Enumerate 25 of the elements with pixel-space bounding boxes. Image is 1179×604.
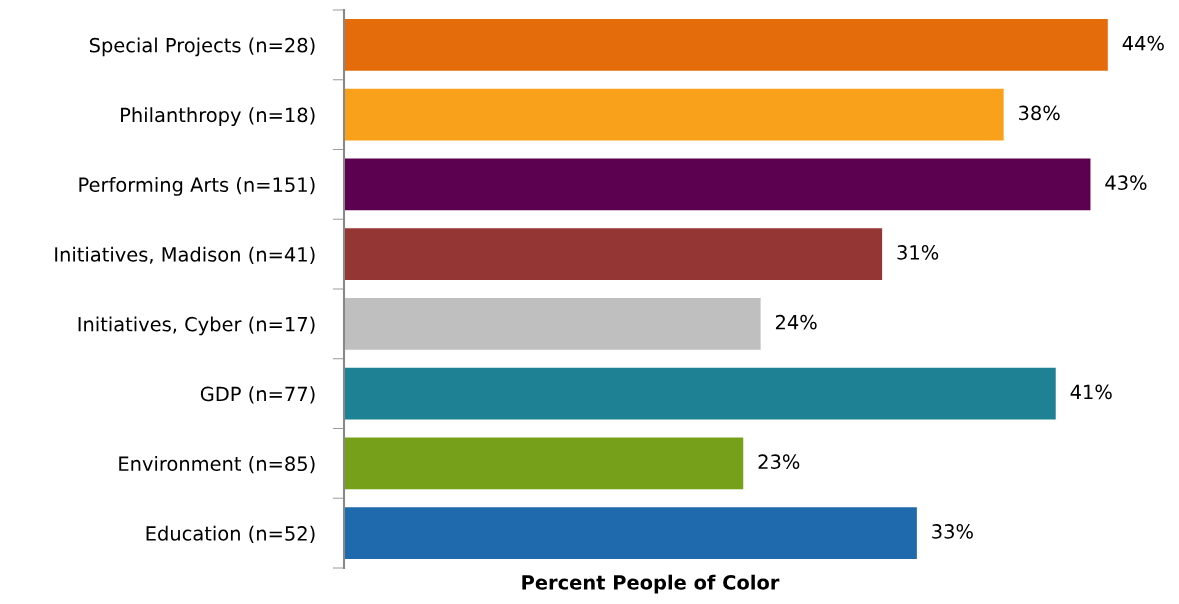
y-tick-label: Environment (n=85) (119, 455, 315, 474)
data-label: 44% (1122, 35, 1164, 51)
data-label: 23% (758, 454, 800, 470)
bar (344, 507, 917, 559)
data-label: 24% (775, 314, 817, 330)
y-tick-label: Philanthropy (n=18) (121, 107, 315, 127)
y-tick-label: Initiatives, Cyber (n=17) (78, 316, 315, 336)
data-label: 43% (1105, 175, 1147, 191)
bar (344, 19, 1108, 71)
y-tick-label: Initiatives, Madison (n=41) (55, 246, 315, 265)
y-tick-label: GDP (n=77) (200, 386, 315, 404)
bar (344, 88, 1004, 141)
y-tick-label: Education (n=52) (146, 525, 315, 544)
data-label: 41% (1070, 384, 1112, 400)
y-tick-label: Special Projects (n=28) (89, 37, 315, 57)
data-label: 31% (897, 245, 939, 260)
bar (344, 228, 883, 280)
data-label: 38% (1019, 105, 1060, 121)
bar (344, 367, 1056, 420)
bar (344, 298, 761, 350)
y-tick-label: Performing Arts (n=151) (79, 176, 315, 196)
bar (344, 158, 1091, 211)
data-label: 33% (932, 524, 973, 539)
x-axis-title: Percent People of Color (522, 574, 780, 594)
bar (344, 437, 744, 490)
